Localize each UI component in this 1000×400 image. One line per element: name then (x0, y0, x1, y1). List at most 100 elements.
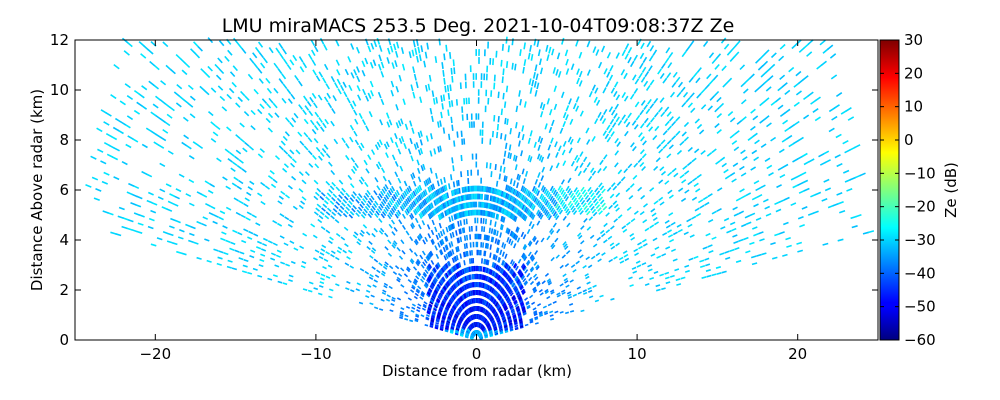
reflectivity-gate (588, 90, 593, 98)
reflectivity-gate (836, 162, 843, 168)
reflectivity-gate (439, 326, 444, 330)
reflectivity-gate (517, 295, 522, 300)
reflectivity-gate (399, 316, 404, 320)
reflectivity-gate (862, 231, 870, 235)
reflectivity-gate (343, 195, 349, 201)
reflectivity-gate (307, 150, 313, 156)
reflectivity-gate (679, 173, 685, 179)
reflectivity-gate (497, 189, 501, 196)
reflectivity-gate (451, 266, 455, 272)
reflectivity-gate (274, 112, 280, 118)
reflectivity-gate (694, 118, 700, 124)
reflectivity-gate (306, 100, 312, 107)
reflectivity-gate (540, 204, 545, 211)
reflectivity-gate (534, 188, 539, 195)
reflectivity-gate (548, 46, 552, 54)
reflectivity-gate (555, 254, 560, 259)
reflectivity-gate (489, 187, 492, 193)
colorbar-tick-label: −10 (904, 164, 936, 182)
reflectivity-gate (445, 201, 448, 208)
reflectivity-gate (530, 255, 535, 261)
reflectivity-gate (425, 316, 430, 320)
reflectivity-gate (629, 183, 635, 188)
reflectivity-gate (554, 191, 559, 197)
reflectivity-gate (525, 188, 529, 195)
reflectivity-gate (454, 213, 458, 220)
reflectivity-gate (779, 74, 786, 81)
reflectivity-gate (368, 210, 374, 216)
reflectivity-gate (382, 289, 387, 293)
reflectivity-gate (319, 151, 325, 158)
reflectivity-gate (639, 109, 645, 116)
reflectivity-gate (280, 261, 286, 265)
reflectivity-gate (446, 200, 450, 207)
reflectivity-gate (391, 298, 396, 302)
reflectivity-gate (522, 310, 527, 314)
reflectivity-gate (325, 275, 331, 279)
reflectivity-gate (141, 143, 148, 149)
reflectivity-gate (118, 206, 125, 211)
reflectivity-gate (563, 277, 568, 282)
reflectivity-gate (509, 328, 514, 331)
reflectivity-gate (358, 179, 364, 185)
reflectivity-gate (354, 162, 359, 169)
reflectivity-gate (723, 168, 729, 174)
reflectivity-gate (779, 231, 785, 235)
reflectivity-gate (844, 149, 851, 154)
reflectivity-gate (624, 53, 629, 60)
reflectivity-gate (397, 177, 402, 184)
reflectivity-gate (482, 299, 486, 305)
reflectivity-gate (521, 308, 526, 313)
reflectivity-gate (514, 322, 518, 326)
reflectivity-gate (543, 198, 548, 204)
reflectivity-gate (681, 179, 687, 184)
reflectivity-gate (562, 140, 567, 147)
reflectivity-gate (560, 91, 565, 99)
reflectivity-gate (456, 204, 459, 211)
reflectivity-gate (454, 264, 458, 270)
reflectivity-gate (529, 319, 534, 323)
reflectivity-gate (592, 243, 598, 248)
reflectivity-gate (238, 200, 244, 205)
reflectivity-gate (428, 195, 432, 201)
reflectivity-gate (439, 204, 443, 211)
reflectivity-gate (140, 53, 147, 59)
reflectivity-gate (708, 250, 714, 254)
reflectivity-gate (497, 116, 500, 123)
reflectivity-gate (526, 190, 530, 196)
reflectivity-gate (499, 249, 503, 256)
reflectivity-gate (161, 206, 168, 210)
reflectivity-gate (609, 118, 615, 125)
reflectivity-gate (743, 236, 749, 241)
reflectivity-gate (511, 295, 516, 300)
reflectivity-gate (513, 300, 518, 305)
reflectivity-gate (538, 311, 543, 314)
reflectivity-gate (378, 45, 383, 52)
reflectivity-gate (433, 290, 438, 295)
reflectivity-gate (518, 319, 523, 323)
reflectivity-gate (696, 93, 702, 99)
reflectivity-gate (420, 45, 424, 53)
reflectivity-gate (576, 286, 581, 290)
reflectivity-gate (383, 196, 388, 202)
reflectivity-gate (593, 96, 598, 103)
reflectivity-gate (688, 76, 694, 83)
reflectivity-gate (183, 134, 190, 140)
reflectivity-gate (422, 303, 427, 308)
reflectivity-gate (392, 242, 397, 247)
reflectivity-gate (436, 315, 441, 319)
reflectivity-gate (356, 241, 361, 246)
reflectivity-gate (442, 229, 446, 235)
reflectivity-gate (339, 205, 345, 211)
reflectivity-gate (502, 217, 506, 223)
reflectivity-gate (348, 214, 354, 219)
reflectivity-gate (496, 230, 499, 237)
reflectivity-gate (519, 324, 524, 327)
reflectivity-gate (450, 116, 453, 124)
reflectivity-gate (179, 229, 185, 233)
reflectivity-gate (432, 307, 437, 312)
reflectivity-gate (395, 85, 399, 93)
reflectivity-gate (538, 212, 543, 218)
reflectivity-gate (164, 121, 171, 127)
reflectivity-gate (494, 204, 497, 211)
